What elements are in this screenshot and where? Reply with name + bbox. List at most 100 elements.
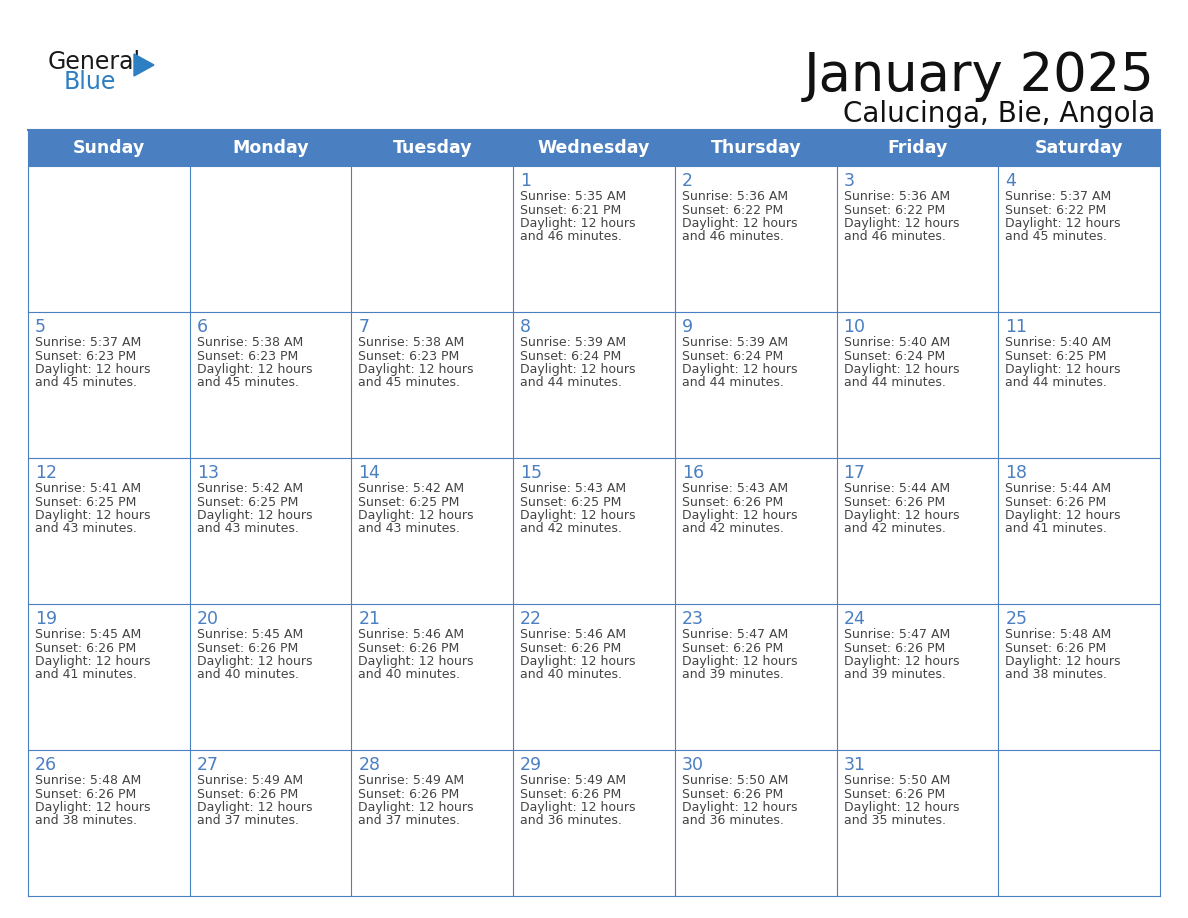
- Text: and 39 minutes.: and 39 minutes.: [682, 668, 784, 681]
- Text: Saturday: Saturday: [1035, 139, 1124, 157]
- Text: Calucinga, Bie, Angola: Calucinga, Bie, Angola: [842, 100, 1155, 128]
- Text: Wednesday: Wednesday: [538, 139, 650, 157]
- Text: and 45 minutes.: and 45 minutes.: [34, 376, 137, 389]
- Text: and 37 minutes.: and 37 minutes.: [359, 814, 461, 827]
- Text: Sunset: 6:26 PM: Sunset: 6:26 PM: [34, 788, 137, 800]
- Text: 20: 20: [197, 610, 219, 628]
- Bar: [29, 604, 190, 750]
- Text: Daylight: 12 hours: Daylight: 12 hours: [197, 801, 312, 814]
- Text: Sunrise: 5:47 AM: Sunrise: 5:47 AM: [682, 628, 788, 641]
- Text: Daylight: 12 hours: Daylight: 12 hours: [682, 363, 797, 376]
- Bar: [190, 458, 352, 604]
- Text: Daylight: 12 hours: Daylight: 12 hours: [682, 217, 797, 230]
- Text: Daylight: 12 hours: Daylight: 12 hours: [843, 801, 959, 814]
- Text: Sunrise: 5:35 AM: Sunrise: 5:35 AM: [520, 190, 626, 203]
- Text: Sunset: 6:21 PM: Sunset: 6:21 PM: [520, 204, 621, 217]
- Text: Sunset: 6:25 PM: Sunset: 6:25 PM: [520, 496, 621, 509]
- Text: 2: 2: [682, 172, 693, 190]
- Text: and 42 minutes.: and 42 minutes.: [682, 522, 784, 535]
- Text: Sunrise: 5:46 AM: Sunrise: 5:46 AM: [359, 628, 465, 641]
- Text: Sunset: 6:23 PM: Sunset: 6:23 PM: [359, 350, 460, 363]
- Text: Sunrise: 5:42 AM: Sunrise: 5:42 AM: [197, 482, 303, 495]
- Text: 27: 27: [197, 756, 219, 774]
- Text: Sunday: Sunday: [72, 139, 145, 157]
- Text: Sunset: 6:25 PM: Sunset: 6:25 PM: [34, 496, 137, 509]
- Bar: [352, 604, 513, 750]
- Text: and 37 minutes.: and 37 minutes.: [197, 814, 298, 827]
- Text: Sunset: 6:26 PM: Sunset: 6:26 PM: [1005, 642, 1106, 655]
- Text: Sunset: 6:26 PM: Sunset: 6:26 PM: [197, 642, 298, 655]
- Text: Daylight: 12 hours: Daylight: 12 hours: [843, 655, 959, 668]
- Text: 22: 22: [520, 610, 542, 628]
- Text: and 39 minutes.: and 39 minutes.: [843, 668, 946, 681]
- Text: 25: 25: [1005, 610, 1028, 628]
- Text: and 45 minutes.: and 45 minutes.: [359, 376, 461, 389]
- Text: and 35 minutes.: and 35 minutes.: [843, 814, 946, 827]
- Bar: [513, 750, 675, 896]
- Text: Daylight: 12 hours: Daylight: 12 hours: [197, 363, 312, 376]
- Bar: [29, 130, 1159, 166]
- Text: Sunrise: 5:48 AM: Sunrise: 5:48 AM: [1005, 628, 1112, 641]
- Text: and 44 minutes.: and 44 minutes.: [843, 376, 946, 389]
- Text: Sunset: 6:26 PM: Sunset: 6:26 PM: [520, 788, 621, 800]
- Text: Daylight: 12 hours: Daylight: 12 hours: [843, 217, 959, 230]
- Bar: [836, 750, 998, 896]
- Text: Sunset: 6:26 PM: Sunset: 6:26 PM: [682, 642, 783, 655]
- Text: and 42 minutes.: and 42 minutes.: [843, 522, 946, 535]
- Text: 31: 31: [843, 756, 866, 774]
- Text: Sunrise: 5:45 AM: Sunrise: 5:45 AM: [197, 628, 303, 641]
- Bar: [998, 312, 1159, 458]
- Text: and 40 minutes.: and 40 minutes.: [359, 668, 461, 681]
- Bar: [675, 458, 836, 604]
- Text: Daylight: 12 hours: Daylight: 12 hours: [1005, 655, 1120, 668]
- Text: and 43 minutes.: and 43 minutes.: [359, 522, 460, 535]
- Text: Sunrise: 5:36 AM: Sunrise: 5:36 AM: [682, 190, 788, 203]
- Text: Sunset: 6:26 PM: Sunset: 6:26 PM: [359, 642, 460, 655]
- Text: 21: 21: [359, 610, 380, 628]
- Text: 13: 13: [197, 464, 219, 482]
- Text: Sunrise: 5:43 AM: Sunrise: 5:43 AM: [520, 482, 626, 495]
- Text: 12: 12: [34, 464, 57, 482]
- Text: 1: 1: [520, 172, 531, 190]
- Text: 6: 6: [197, 318, 208, 336]
- Bar: [675, 312, 836, 458]
- Text: and 38 minutes.: and 38 minutes.: [34, 814, 137, 827]
- Text: 24: 24: [843, 610, 865, 628]
- Text: Sunrise: 5:40 AM: Sunrise: 5:40 AM: [1005, 336, 1112, 349]
- Text: Daylight: 12 hours: Daylight: 12 hours: [682, 655, 797, 668]
- Text: Daylight: 12 hours: Daylight: 12 hours: [520, 217, 636, 230]
- Bar: [998, 750, 1159, 896]
- Text: and 40 minutes.: and 40 minutes.: [197, 668, 298, 681]
- Bar: [190, 166, 352, 312]
- Text: and 43 minutes.: and 43 minutes.: [34, 522, 137, 535]
- Bar: [29, 750, 190, 896]
- Text: Daylight: 12 hours: Daylight: 12 hours: [359, 655, 474, 668]
- Text: Sunset: 6:24 PM: Sunset: 6:24 PM: [843, 350, 944, 363]
- Text: Daylight: 12 hours: Daylight: 12 hours: [520, 363, 636, 376]
- Text: Sunset: 6:26 PM: Sunset: 6:26 PM: [843, 496, 944, 509]
- Text: Sunrise: 5:49 AM: Sunrise: 5:49 AM: [359, 774, 465, 787]
- Text: Sunrise: 5:36 AM: Sunrise: 5:36 AM: [843, 190, 949, 203]
- Text: Daylight: 12 hours: Daylight: 12 hours: [197, 509, 312, 522]
- Text: Daylight: 12 hours: Daylight: 12 hours: [359, 509, 474, 522]
- Text: General: General: [48, 50, 141, 74]
- Text: 30: 30: [682, 756, 703, 774]
- Bar: [513, 312, 675, 458]
- Text: 7: 7: [359, 318, 369, 336]
- Bar: [513, 604, 675, 750]
- Text: 10: 10: [843, 318, 866, 336]
- Text: Sunset: 6:25 PM: Sunset: 6:25 PM: [197, 496, 298, 509]
- Text: Sunrise: 5:48 AM: Sunrise: 5:48 AM: [34, 774, 141, 787]
- Text: Sunset: 6:22 PM: Sunset: 6:22 PM: [1005, 204, 1106, 217]
- Text: Sunrise: 5:49 AM: Sunrise: 5:49 AM: [520, 774, 626, 787]
- Text: and 46 minutes.: and 46 minutes.: [520, 230, 623, 243]
- Text: Sunset: 6:26 PM: Sunset: 6:26 PM: [682, 496, 783, 509]
- Text: Sunset: 6:23 PM: Sunset: 6:23 PM: [34, 350, 137, 363]
- Text: and 36 minutes.: and 36 minutes.: [520, 814, 623, 827]
- Text: Sunset: 6:22 PM: Sunset: 6:22 PM: [843, 204, 944, 217]
- Text: Sunrise: 5:38 AM: Sunrise: 5:38 AM: [197, 336, 303, 349]
- Text: Daylight: 12 hours: Daylight: 12 hours: [34, 801, 151, 814]
- Text: Daylight: 12 hours: Daylight: 12 hours: [1005, 509, 1120, 522]
- Bar: [836, 166, 998, 312]
- Text: Daylight: 12 hours: Daylight: 12 hours: [520, 509, 636, 522]
